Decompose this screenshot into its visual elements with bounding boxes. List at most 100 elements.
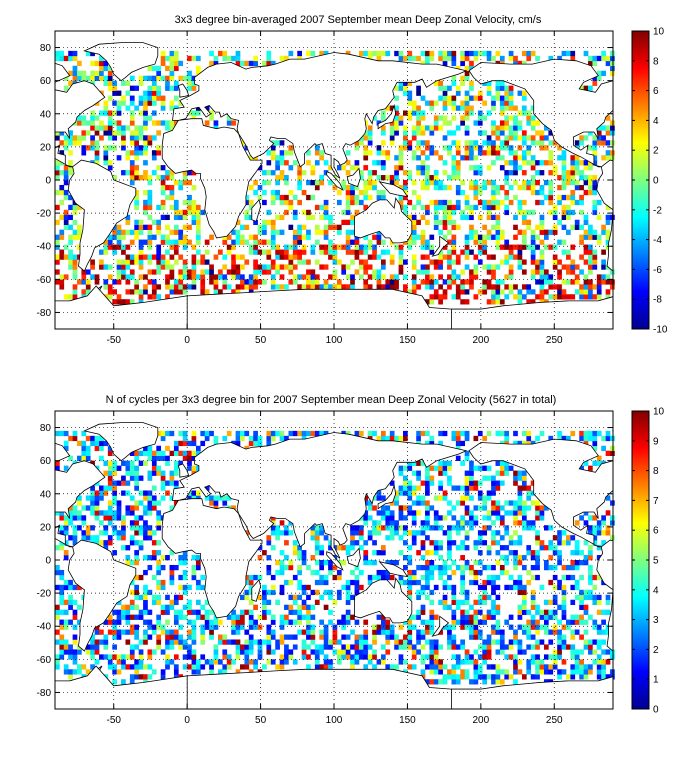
bin-cell [491,254,496,260]
bin-cell [561,574,567,581]
bin-cell [517,500,523,506]
bin-cell [336,639,342,645]
bin-cell [557,579,562,586]
bin-cell [99,629,104,635]
bin-cell [433,584,439,591]
bin-cell [583,435,589,442]
bin-cell [63,180,69,186]
bin-cell [561,155,567,161]
bin-cell [455,659,461,665]
bin-cell [433,199,439,206]
bin-cell [270,155,276,161]
bin-cell [526,289,532,295]
bin-cell [314,525,320,531]
bin-cell [579,184,584,191]
bin-cell [394,130,399,136]
bin-cell [420,609,426,615]
bin-cell [248,634,254,640]
bin-cell [447,475,452,481]
bin-cell [592,234,598,240]
bin-cell [200,614,206,620]
bin-cell [288,594,294,601]
bin-cell [195,659,201,665]
bin-cell [438,254,443,260]
bin-cell [504,274,510,280]
bin-cell [314,579,320,586]
bin-cell [592,254,598,260]
bin-cell [363,184,369,191]
bin-cell [121,145,126,151]
bin-cell [469,659,474,665]
bin-cell [350,165,355,171]
bin-cell [231,269,236,275]
bin-cell [147,259,153,265]
bin-cell [292,229,298,235]
bin-cell [469,284,474,290]
bin-cell [592,150,598,156]
bin-cell [473,239,479,245]
bin-cell [200,664,206,670]
bin-cell [407,569,413,576]
bin-cell [226,234,232,240]
bin-cell [231,609,236,615]
bin-cell [209,664,214,670]
bin-cell [447,55,452,62]
bin-cell [125,289,131,295]
bin-cell [288,279,294,285]
bin-cell [99,435,104,442]
bin-cell [469,150,474,156]
bin-cell [63,550,69,556]
bin-cell [482,500,488,506]
bin-cell [156,515,162,521]
bin-cell [191,495,197,501]
bin-cell [425,244,430,250]
bin-cell [460,624,465,630]
bin-cell [521,214,527,221]
bin-cell [68,654,73,660]
bin-cell [596,624,602,630]
bin-cell [539,229,545,235]
bin-cell [116,224,122,230]
bin-cell [504,145,510,151]
bin-cell [112,299,117,305]
bin-cell [433,204,439,211]
bin-cell [323,50,329,57]
bin-cell [543,614,549,620]
bin-cell [570,50,576,57]
bin-cell [363,135,369,141]
bin-cell [222,634,228,640]
bin-cell [301,209,307,216]
bin-cell [147,564,153,571]
bin-cell [63,85,69,91]
bin-cell [517,584,523,591]
bin-cell [77,229,82,235]
bin-cell [138,609,144,615]
bin-cell [292,540,298,546]
bin-cell [90,500,95,506]
bin-cell [447,480,452,486]
bin-cell [398,165,404,171]
bin-cell [156,644,162,650]
bin-cell [129,599,135,605]
bin-cell [380,284,386,290]
bin-cell [539,624,545,630]
bin-cell [182,664,188,670]
bin-cell [160,264,166,270]
bin-cell [244,649,250,655]
bin-cell [473,540,479,546]
bin-cell [297,604,302,610]
bin-cell [566,619,571,625]
bin-cell [134,259,139,265]
bin-cell [121,475,126,481]
bin-cell [495,530,501,536]
bin-cell [486,229,492,235]
bin-cell [570,430,576,437]
bin-cell [499,634,505,640]
bin-cell [288,604,294,610]
bin-cell [521,609,527,615]
bin-cell [173,470,179,476]
bin-cell [284,649,289,655]
y-tick-label: -80 [37,308,52,319]
bin-cell [403,639,408,645]
bin-cell [173,614,179,620]
